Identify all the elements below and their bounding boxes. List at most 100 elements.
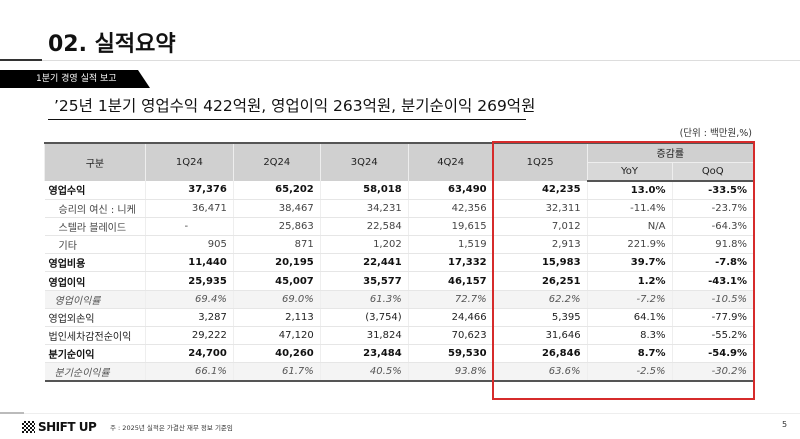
checkered-flag-icon (22, 421, 35, 433)
table-cell: 45,007 (232, 271, 321, 291)
table-row: 스텔라 블레이드 -25,863 22,584 19,615 7,012 N/A -64.3… (44, 217, 753, 237)
table-row: 영업이익 25,935 45,007 35,577 46,157 26,251 1.2% -4… (44, 271, 753, 291)
header-change: 증감률 (586, 142, 753, 162)
table-cell: 11,440 (144, 253, 234, 273)
row-label: 영업이익률 (44, 290, 146, 309)
table-cell: 8.7% (586, 344, 672, 364)
table-cell: -11.4% (586, 199, 672, 218)
table-cell: 32,311 (492, 199, 588, 218)
divider-accent (0, 59, 42, 61)
table-cell: 63.6% (492, 362, 588, 383)
table-cell: 37,376 (144, 181, 234, 200)
row-label: 분기순이익률 (44, 362, 146, 383)
table-cell: 23,484 (319, 344, 409, 364)
table-cell: 42,235 (492, 181, 588, 200)
row-label: 스텔라 블레이드 (44, 217, 146, 237)
table-cell: 35,577 (319, 271, 409, 291)
footer-divider-accent (0, 412, 24, 414)
table-cell: 221.9% (586, 235, 672, 255)
header-col: 4Q24 (407, 142, 494, 181)
header-col: 3Q24 (319, 142, 409, 181)
table-cell: 58,018 (319, 181, 409, 200)
table-cell: 70,623 (407, 326, 494, 346)
divider (0, 60, 800, 61)
table-cell: -7.2% (586, 290, 672, 309)
row-label: 영업이익 (44, 271, 146, 291)
section-banner: 1분기 경영 실적 보고 (0, 70, 150, 88)
table-row: 기타 905 871 1,202 1,519 2,913 221.9% 91.8% (44, 235, 753, 255)
table-cell: 24,466 (407, 308, 494, 328)
table-row: 영업비용 11,440 20,195 22,441 17,332 15,983 39.7% -… (44, 253, 753, 273)
table-cell: -43.1% (671, 271, 753, 291)
table-row: 분기순이익 24,700 40,260 23,484 59,530 26,846 8.7% -… (44, 344, 753, 364)
table-cell: 42,356 (407, 199, 494, 218)
table-cell: 29,222 (144, 326, 234, 346)
table-row: 영업이익률 69.4% 69.0% 61.3% 72.7% 62.2% -7.2% -10.5… (44, 290, 753, 309)
table-row: 영업외손익 3,287 2,113 (3,754) 24,466 5,395 64.1% -7… (44, 308, 753, 328)
table-cell: -7.8% (671, 253, 753, 273)
table-cell: 31,824 (319, 326, 409, 346)
table-cell: 20,195 (232, 253, 321, 273)
header-yoy: YoY (586, 161, 672, 182)
table-cell: N/A (586, 217, 672, 237)
table-cell: 25,935 (144, 271, 234, 291)
table-cell: 19,615 (407, 217, 494, 237)
table-cell: 63,490 (407, 181, 494, 200)
table-cell: 72.7% (407, 290, 494, 309)
table-cell: 15,983 (492, 253, 588, 273)
results-table: 구분 1Q24 2Q24 3Q24 4Q24 1Q25 증감률 YoY QoQ … (44, 142, 753, 383)
table-cell: 36,471 (144, 199, 234, 218)
table-cell: - (144, 217, 234, 237)
table-cell: 871 (232, 235, 321, 255)
table-cell: -64.3% (671, 217, 753, 237)
table-cell: 26,251 (492, 271, 588, 291)
table-cell: (3,754) (319, 308, 409, 328)
table-cell: 40,260 (232, 344, 321, 364)
header-col: 2Q24 (232, 142, 321, 181)
table-cell: 1.2% (586, 271, 672, 291)
table-cell: 46,157 (407, 271, 494, 291)
table-cell: 62.2% (492, 290, 588, 309)
table-row: 영업수익 37,376 65,202 58,018 63,490 42,235 13.0% -… (44, 181, 753, 200)
table-cell: -30.2% (671, 362, 753, 383)
header-category: 구분 (44, 142, 146, 181)
row-label: 법인세차감전순이익 (44, 326, 146, 346)
table-cell: 65,202 (232, 181, 321, 200)
header-qoq: QoQ (671, 161, 753, 182)
table-row: 법인세차감전순이익 29,222 47,120 31,824 70,623 31,646 8… (44, 326, 753, 346)
headline: ’25년 1분기 영업수익 422억원, 영업이익 263억원, 분기순이익 2… (48, 94, 535, 120)
table-cell: 24,700 (144, 344, 234, 364)
table-cell: 39.7% (586, 253, 672, 273)
row-label: 영업비용 (44, 253, 146, 273)
footnote: 주 : 2025년 실적은 가결산 재무 정보 기준임 (110, 424, 233, 432)
table-cell: 47,120 (232, 326, 321, 346)
table-cell: -10.5% (671, 290, 753, 309)
table-cell: 69.0% (232, 290, 321, 309)
table-cell: 3,287 (144, 308, 234, 328)
table-cell: 13.0% (586, 181, 672, 200)
row-label: 기타 (44, 235, 146, 255)
headline-text: ’25년 1분기 영업수익 422억원, 영업이익 263억원, 분기순이익 2… (54, 97, 536, 115)
table-cell: 2,913 (492, 235, 588, 255)
table-cell: 22,584 (319, 217, 409, 237)
row-label: 분기순이익 (44, 344, 146, 364)
table-cell: 66.1% (144, 362, 234, 383)
table-cell: 61.7% (232, 362, 321, 383)
logo-text: SHIFT UP (38, 420, 97, 434)
table-cell: 69.4% (144, 290, 234, 309)
table-cell: 61.3% (319, 290, 409, 309)
table-row: 분기순이익률 66.1% 61.7% 40.5% 93.8% 63.6% -2.5% -30.… (44, 362, 753, 383)
table-cell: 38,467 (232, 199, 321, 218)
header-col: 1Q25 (492, 142, 588, 181)
table-cell: -77.9% (671, 308, 753, 328)
row-label: 영업외손익 (44, 308, 146, 328)
table-cell: 64.1% (586, 308, 672, 328)
table-cell: 17,332 (407, 253, 494, 273)
table-cell: 1,519 (407, 235, 494, 255)
page-title: 02. 실적요약 (48, 32, 176, 57)
table-cell: -33.5% (671, 181, 753, 200)
table-cell: 7,012 (492, 217, 588, 237)
unit-label: (단위 : 백만원,%) (679, 128, 752, 139)
table-cell: -2.5% (586, 362, 672, 383)
shift-up-logo: SHIFT UP (22, 420, 97, 434)
